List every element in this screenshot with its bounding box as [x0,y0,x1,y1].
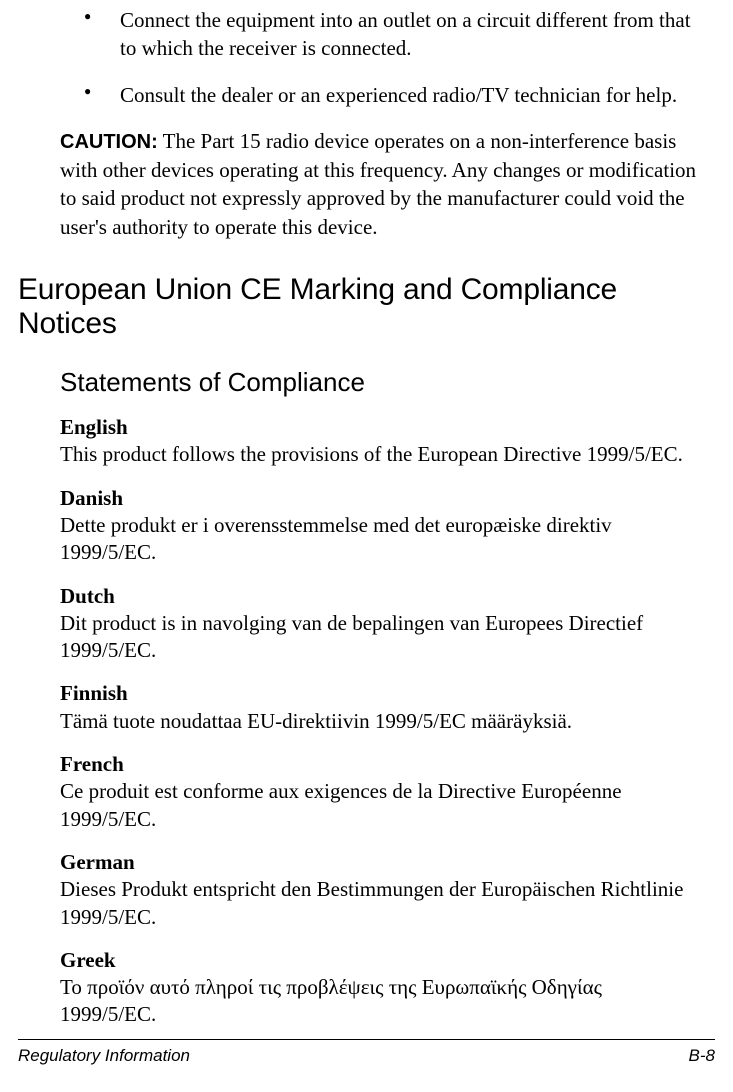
statement-text: This product follows the provisions of t… [60,441,703,468]
compliance-statement: Danish Dette produkt er i overensstemmel… [60,485,703,567]
statement-text: Tämä tuote noudattaa EU-direktiivin 1999… [60,708,703,735]
language-label: Greek [60,947,703,974]
language-label: English [60,414,703,441]
compliance-statement: Dutch Dit product is in navolging van de… [60,583,703,665]
compliance-statement: Finnish Tämä tuote noudattaa EU-direktii… [60,680,703,735]
footer-left: Regulatory Information [18,1046,190,1066]
statement-text: Dette produkt er i overensstemmelse med … [60,512,703,567]
caution-label: CAUTION: [60,131,158,153]
statement-text: To προϊόν αυτό πληροί τις προβλέψεις της… [60,974,703,1029]
compliance-statement: Greek To προϊόν αυτό πληροί τις προβλέψε… [60,947,703,1029]
page-content: Connect the equipment into an outlet on … [18,0,715,1029]
statement-text: Dieses Produkt entspricht den Bestimmung… [60,876,703,931]
section-heading: European Union CE Marking and Compliance… [18,273,703,341]
language-label: Finnish [60,680,703,707]
subsection-heading: Statements of Compliance [60,367,703,398]
language-label: French [60,751,703,778]
compliance-statement: German Dieses Produkt entspricht den Bes… [60,849,703,931]
statement-text: Ce produit est conforme aux exigences de… [60,778,703,833]
language-label: German [60,849,703,876]
language-label: Danish [60,485,703,512]
bullet-list: Connect the equipment into an outlet on … [92,6,703,109]
language-label: Dutch [60,583,703,610]
compliance-statement: French Ce produit est conforme aux exige… [60,751,703,833]
list-item: Consult the dealer or an experienced rad… [92,81,703,109]
page-footer: Regulatory Information B-8 [18,1039,715,1066]
list-item: Connect the equipment into an outlet on … [92,6,703,63]
statement-text: Dit product is in navolging van de bepal… [60,610,703,665]
compliance-statement: English This product follows the provisi… [60,414,703,469]
caution-paragraph: CAUTION: The Part 15 radio device operat… [60,127,703,241]
footer-right: B-8 [689,1046,715,1066]
